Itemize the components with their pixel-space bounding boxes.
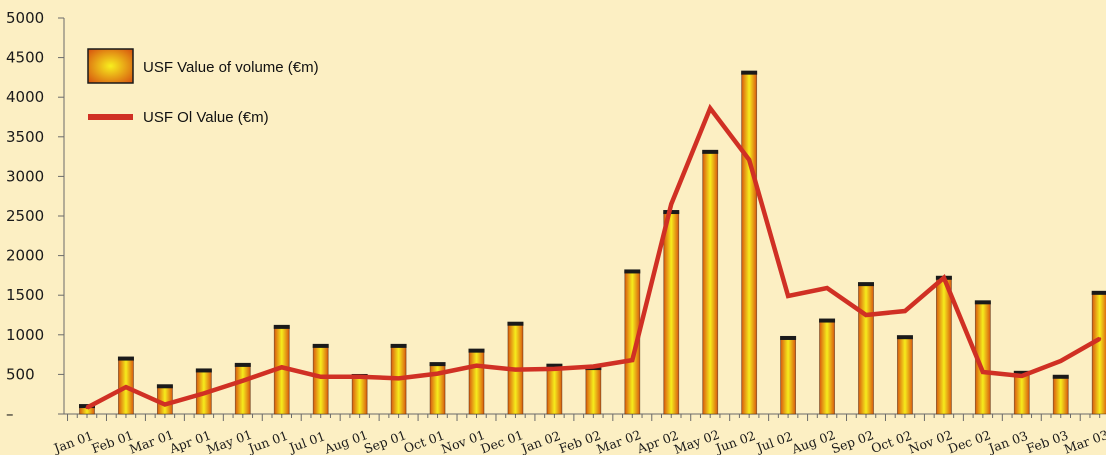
line-point [397,376,401,380]
bar [1052,374,1069,415]
line-point [241,379,245,383]
line-point [708,106,712,110]
bar [780,335,797,415]
bar [663,210,680,415]
bar [546,363,563,415]
bar [741,70,758,415]
bar [1091,290,1106,415]
line-point [1020,374,1024,378]
y-axis: – 500 1000 1500 2000 2500 3000 3500 4000 4500 5000 [6,9,65,423]
line-point [163,402,167,406]
y-tick-label: 4000 [6,88,44,106]
line-point [1059,359,1063,363]
bar [156,384,173,415]
bar [351,373,368,415]
y-tick-label: 500 [6,365,35,383]
y-tick-label: 3500 [6,128,44,146]
line-series [85,103,1102,410]
bar [1013,370,1030,415]
line-point [942,276,946,280]
y-tick-label: 2000 [6,247,44,265]
bar [429,362,446,415]
bar [312,343,329,415]
y-tick-label: 3000 [6,167,44,185]
bar [896,335,913,415]
bar-series [79,70,1106,415]
bar [234,362,251,415]
line-point [358,375,362,379]
bar [702,149,719,415]
legend-bar-swatch [87,48,134,84]
line-point [475,364,478,368]
line-point [319,375,323,379]
bar [819,318,836,415]
line-point [630,358,634,362]
line-point [903,309,907,313]
x-tick-label: Mar 03 [1062,427,1106,455]
x-tick-label: Jul 01 [285,428,327,455]
x-tick-label: Jan 03 [985,428,1030,455]
line-point [825,286,829,290]
line-point [124,385,128,389]
legend-line-label: USF Ol Value (€m) [143,109,269,126]
legend-bar-label: USF Value of volume (€m) [143,59,319,76]
bar [624,269,641,415]
line-point [747,158,751,162]
x-tick-label: Jun 02 [712,428,758,455]
line-point [85,406,89,410]
line-point [280,365,284,369]
line-point [786,294,790,298]
line-point [981,370,985,374]
bar [858,282,874,415]
y-tick-label: 1000 [6,326,44,344]
y-tick-label: 5000 [6,9,44,27]
bar [585,366,602,415]
line-point [669,202,673,206]
line-point [436,372,440,376]
y-tick-label: 2500 [6,207,44,225]
line-point [1098,337,1102,341]
line-point [864,313,868,317]
y-tick-label: 4500 [6,49,44,67]
x-tick-label: Jan 02 [517,428,562,455]
y-tick-label: – [6,405,14,423]
x-tick-label: Jul 02 [753,428,795,455]
line-point [513,368,517,372]
bar [468,348,485,415]
y-tick-label: 1500 [6,286,44,304]
x-tick-label: Jan 01 [50,428,95,455]
line-point [591,364,595,368]
x-tick-label: Jun 01 [245,428,291,455]
line-point [552,367,556,371]
line-point [202,391,206,395]
legend: USF Value of volume (€m) USF Ol Value (€… [87,48,319,126]
